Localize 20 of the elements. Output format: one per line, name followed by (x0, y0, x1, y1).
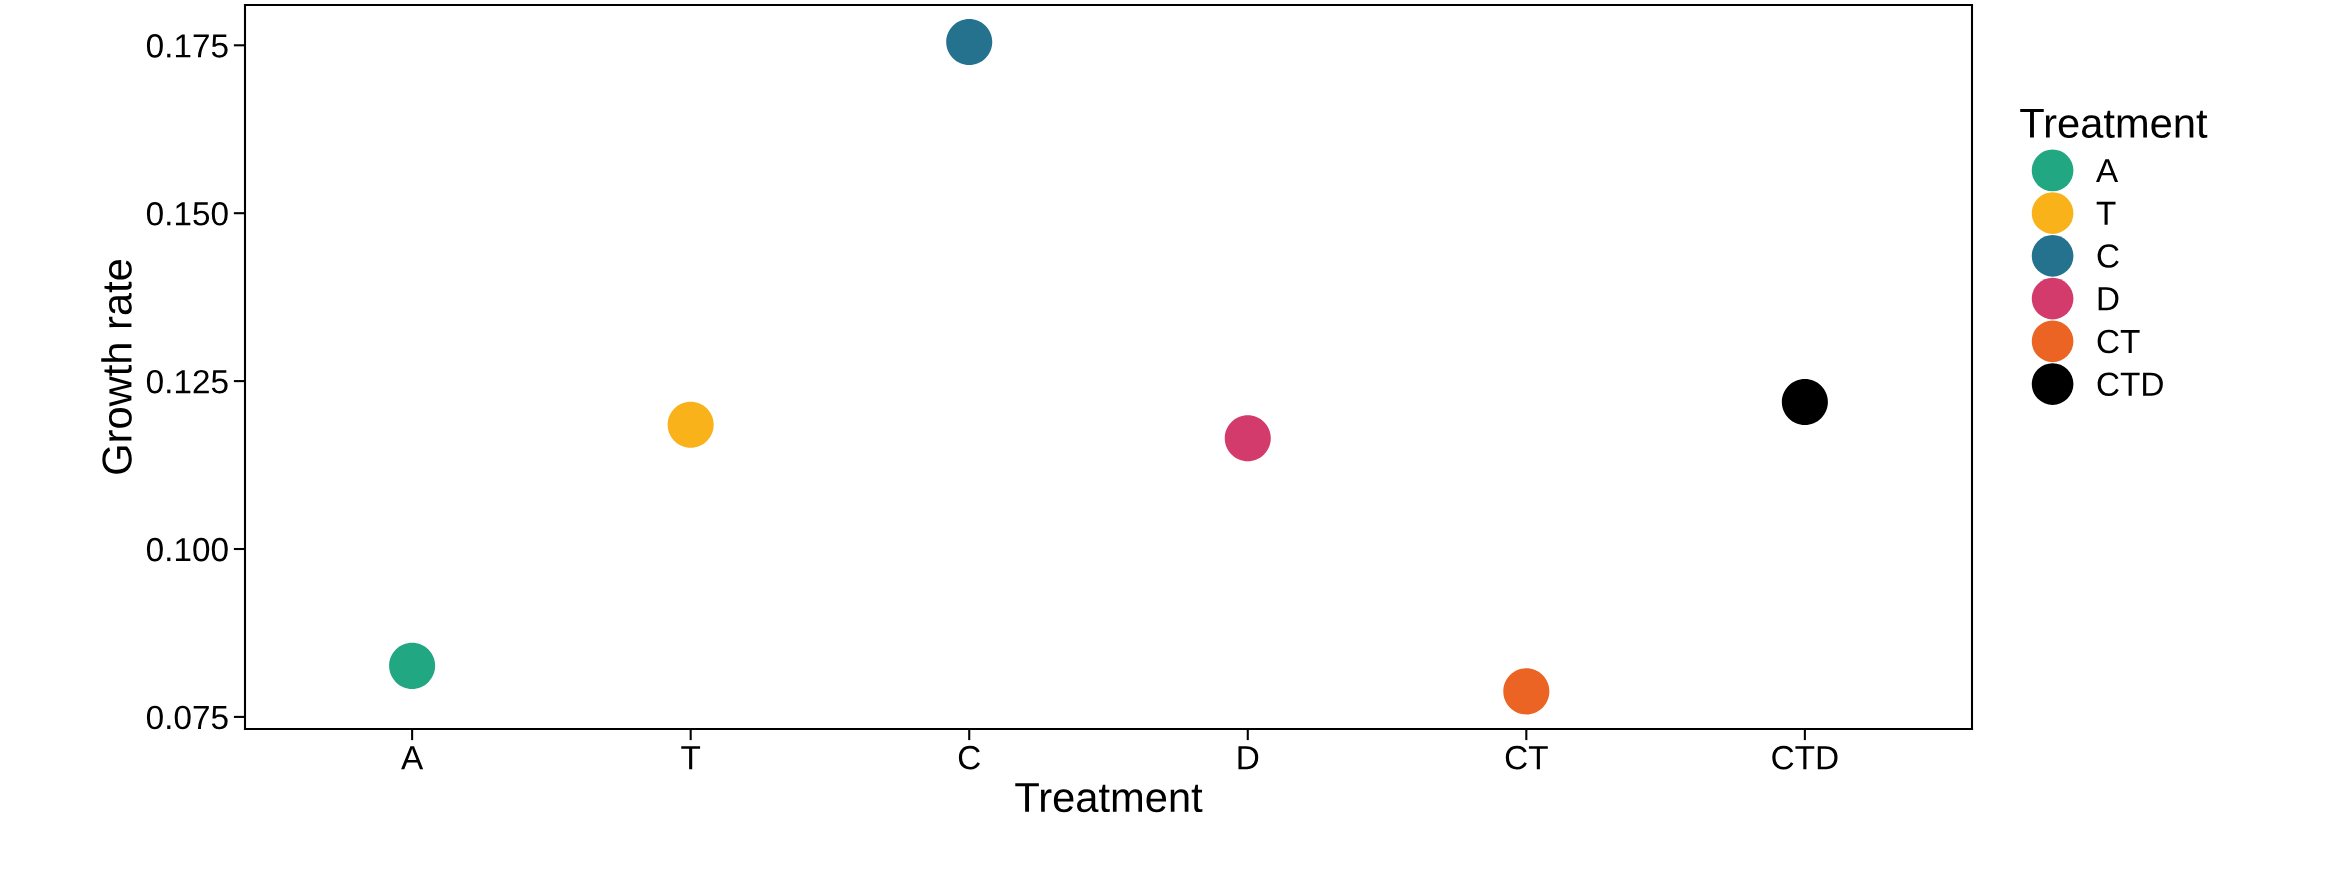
x-axis-title: Treatment (1015, 783, 1203, 813)
x-tick-label: A (401, 746, 424, 770)
legend-label: C (2097, 244, 2119, 268)
x-tick-label: C (958, 745, 980, 770)
y-tick-label: 0.150 (146, 202, 228, 226)
x-tick-label: CTD (1772, 745, 1838, 770)
legend-title: Treatment (2020, 108, 2208, 139)
y-axis-title: Growth rate (101, 260, 132, 474)
legend-label: A (2096, 159, 2119, 183)
x-tick-label: CT (1505, 745, 1548, 770)
y-tick-label: 0.100 (146, 537, 228, 562)
y-tick-label: 0.075 (146, 705, 228, 730)
legend-label: D (2098, 287, 2119, 311)
legend-label: CT (2097, 329, 2140, 354)
legend-label: T (2096, 201, 2116, 225)
y-tick-label: 0.175 (146, 34, 228, 58)
x-tick-label: D (1238, 746, 1259, 770)
legend-label: CTD (2097, 372, 2163, 397)
x-tick-label: T (681, 746, 701, 770)
y-tick-label: 0.125 (146, 369, 228, 394)
